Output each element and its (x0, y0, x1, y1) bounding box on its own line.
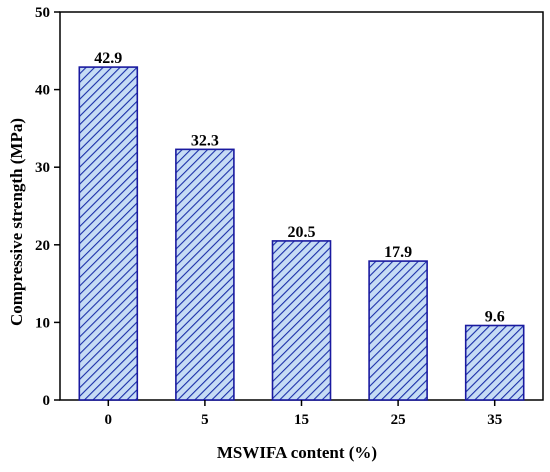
x-tick-label: 25 (391, 412, 406, 428)
bar (464, 324, 525, 401)
data-label: 17.9 (384, 244, 412, 261)
y-tick-label: 0 (43, 393, 51, 409)
x-axis-title: MSWIFA content (%) (217, 443, 377, 462)
data-label: 42.9 (94, 50, 122, 67)
x-tick-label: 35 (487, 412, 502, 428)
y-tick-label: 20 (35, 238, 50, 254)
x-tick-label: 5 (201, 412, 209, 428)
y-tick-label: 40 (35, 83, 50, 99)
y-tick-label: 50 (35, 5, 50, 21)
y-tick-label: 10 (35, 315, 50, 331)
y-axis-title: Compressive strength (MPa) (7, 118, 26, 326)
bar (271, 240, 332, 401)
x-tick-label: 0 (105, 412, 113, 428)
bar (78, 66, 139, 401)
bar (368, 260, 428, 401)
data-label: 9.6 (485, 309, 505, 326)
bar (175, 148, 235, 401)
plot-area: 0 10 20 30 40 50 42.9 0 32.3 5 20.5 15 17.9 25 9.6 35 (35, 5, 544, 428)
x-tick-label: 15 (294, 412, 309, 428)
data-label: 32.3 (191, 132, 219, 149)
y-tick-label: 30 (35, 160, 50, 176)
data-label: 20.5 (288, 224, 316, 241)
